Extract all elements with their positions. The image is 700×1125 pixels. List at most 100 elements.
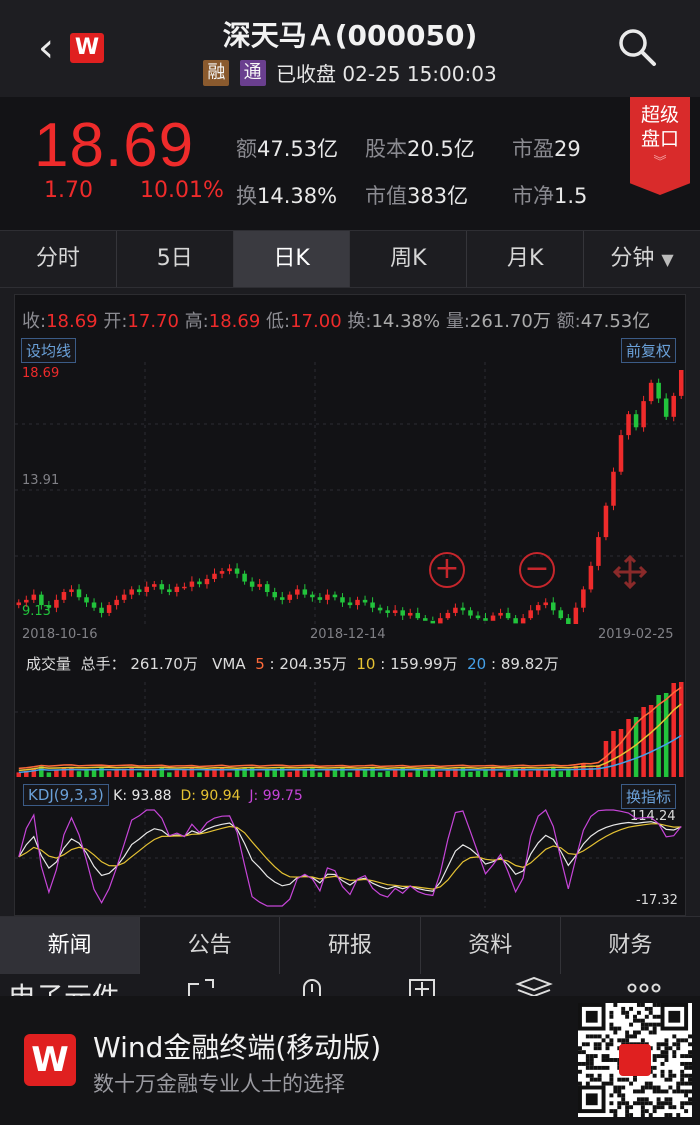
qr-module xyxy=(668,1097,673,1102)
qr-module xyxy=(629,1113,634,1117)
volume-bar xyxy=(16,772,22,777)
qr-module xyxy=(609,1109,614,1114)
back-icon[interactable]: ‹ xyxy=(38,25,54,71)
volume-bar xyxy=(46,772,52,777)
tab-announcements[interactable]: 公告 xyxy=(140,917,281,974)
tab-weekly-k[interactable]: 周K xyxy=(350,231,468,287)
volume-bar xyxy=(91,768,97,777)
candle-body xyxy=(136,589,142,593)
vma5-value: : 204.35万 xyxy=(269,655,347,673)
qr-module xyxy=(621,1038,626,1043)
qr-module xyxy=(656,1097,661,1102)
tab-news[interactable]: 新闻 xyxy=(0,917,141,974)
qr-module xyxy=(648,1006,653,1011)
banner-subtitle: 数十万金融专业人士的选择 xyxy=(93,1072,345,1096)
qr-module xyxy=(688,1061,692,1066)
tab-5day[interactable]: 5日 xyxy=(117,231,234,287)
volume-bar xyxy=(69,767,74,777)
qr-module xyxy=(664,1054,669,1059)
qr-module xyxy=(660,1061,665,1066)
tab-intraday[interactable]: 分时 xyxy=(0,231,117,287)
add-icon[interactable] xyxy=(406,978,438,996)
search-icon[interactable] xyxy=(616,26,658,68)
status-row: 融 通 已收盘 02-25 15:00:03 xyxy=(0,58,700,87)
tab-financials[interactable]: 财务 xyxy=(608,933,653,958)
zoom-in-icon[interactable]: + xyxy=(429,552,465,588)
forward-adjust-button[interactable]: 前复权 xyxy=(621,338,677,363)
kdj-chart[interactable] xyxy=(15,808,685,908)
candle-body xyxy=(355,599,360,606)
qr-module xyxy=(617,1089,622,1094)
qr-module xyxy=(672,1050,677,1055)
volume-bar xyxy=(475,770,481,777)
qr-module xyxy=(652,1109,657,1114)
candle-body xyxy=(84,597,89,603)
qr-module xyxy=(640,1003,645,1007)
alert-icon[interactable] xyxy=(296,978,328,996)
candle-body xyxy=(189,581,195,587)
qr-module xyxy=(621,1097,626,1102)
qr-module xyxy=(688,1097,692,1102)
qr-module xyxy=(688,1054,692,1059)
candle-body xyxy=(490,615,496,621)
zoom-out-icon[interactable]: − xyxy=(519,552,555,588)
tab-profile[interactable]: 资料 xyxy=(421,917,561,974)
more-icon[interactable] xyxy=(626,978,662,996)
qr-module xyxy=(621,1085,626,1090)
qr-module xyxy=(629,1105,634,1110)
qr-module xyxy=(589,1061,594,1066)
share-icon[interactable] xyxy=(185,978,217,996)
move-cross-icon[interactable] xyxy=(610,552,650,592)
volume-bar xyxy=(24,770,29,777)
qr-module xyxy=(585,1073,590,1078)
price-change-percent: 10.01% xyxy=(140,178,224,203)
volume-bar xyxy=(257,772,262,777)
volume-bar xyxy=(212,768,217,777)
volume-bar xyxy=(340,767,345,777)
vma10-name: 10 xyxy=(356,655,376,673)
qr-module xyxy=(652,1089,657,1094)
qr-module xyxy=(640,1105,645,1110)
volume-bar xyxy=(618,729,624,777)
wind-logo: W xyxy=(70,33,104,63)
qr-module xyxy=(664,1089,669,1094)
qr-module xyxy=(633,1101,637,1106)
qr-module xyxy=(652,1058,657,1062)
volume-chart[interactable] xyxy=(15,682,685,777)
qr-module xyxy=(589,1077,594,1082)
candlestick-chart[interactable] xyxy=(15,362,685,624)
tab-minute[interactable]: 分钟 ▼ xyxy=(584,231,700,287)
tab-research[interactable]: 研报 xyxy=(280,917,421,974)
qr-module xyxy=(652,1030,657,1035)
candle-body xyxy=(182,586,187,589)
qr-module xyxy=(660,1105,665,1110)
qr-module xyxy=(609,1010,614,1015)
qr-module xyxy=(605,1054,610,1059)
qr-module xyxy=(585,1034,590,1039)
stat-pb: 市净1.5 xyxy=(512,184,588,208)
layers-icon[interactable] xyxy=(514,976,554,996)
kdj-title[interactable]: KDJ(9,3,3) xyxy=(23,784,109,806)
set-ma-button[interactable]: 设均线 xyxy=(21,338,77,363)
qr-module xyxy=(688,1042,692,1047)
super-orderbook-button[interactable]: 超级 盘口 ︾ xyxy=(630,97,690,195)
tab-monthly-k[interactable]: 月K xyxy=(467,231,585,287)
qr-module xyxy=(688,1034,692,1039)
candle-body xyxy=(167,589,172,593)
qr-module xyxy=(644,1006,649,1011)
candle-body xyxy=(295,589,300,595)
candle-body xyxy=(24,599,29,603)
qr-module xyxy=(688,1073,692,1078)
vma10-value: : 159.99万 xyxy=(380,655,458,673)
candle-body xyxy=(566,618,571,624)
qr-module xyxy=(648,1030,653,1035)
candle-body xyxy=(227,568,232,572)
switch-indicator-button[interactable]: 换指标 xyxy=(621,784,677,809)
qr-module xyxy=(585,1042,590,1047)
qr-module xyxy=(636,1030,641,1035)
qr-module xyxy=(597,1073,602,1078)
qr-module xyxy=(672,1054,677,1059)
volume-bar xyxy=(423,769,428,777)
tab-daily-k[interactable]: 日K xyxy=(233,231,351,287)
qr-module xyxy=(581,1050,586,1055)
